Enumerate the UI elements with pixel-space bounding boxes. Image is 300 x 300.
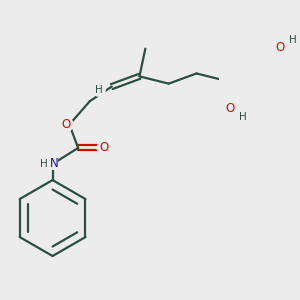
Text: H: H xyxy=(289,35,297,45)
Circle shape xyxy=(92,83,105,96)
Text: N: N xyxy=(50,158,58,170)
Text: H: H xyxy=(239,112,247,122)
Text: O: O xyxy=(99,141,108,154)
Circle shape xyxy=(39,157,54,171)
Circle shape xyxy=(60,118,73,131)
Circle shape xyxy=(273,40,286,54)
Circle shape xyxy=(286,33,299,46)
Text: H: H xyxy=(95,85,103,94)
Text: O: O xyxy=(225,102,235,115)
Text: H: H xyxy=(40,159,48,169)
Text: O: O xyxy=(62,118,71,131)
Circle shape xyxy=(225,102,238,115)
Circle shape xyxy=(237,111,250,124)
Text: O: O xyxy=(275,40,284,54)
Circle shape xyxy=(97,141,110,154)
